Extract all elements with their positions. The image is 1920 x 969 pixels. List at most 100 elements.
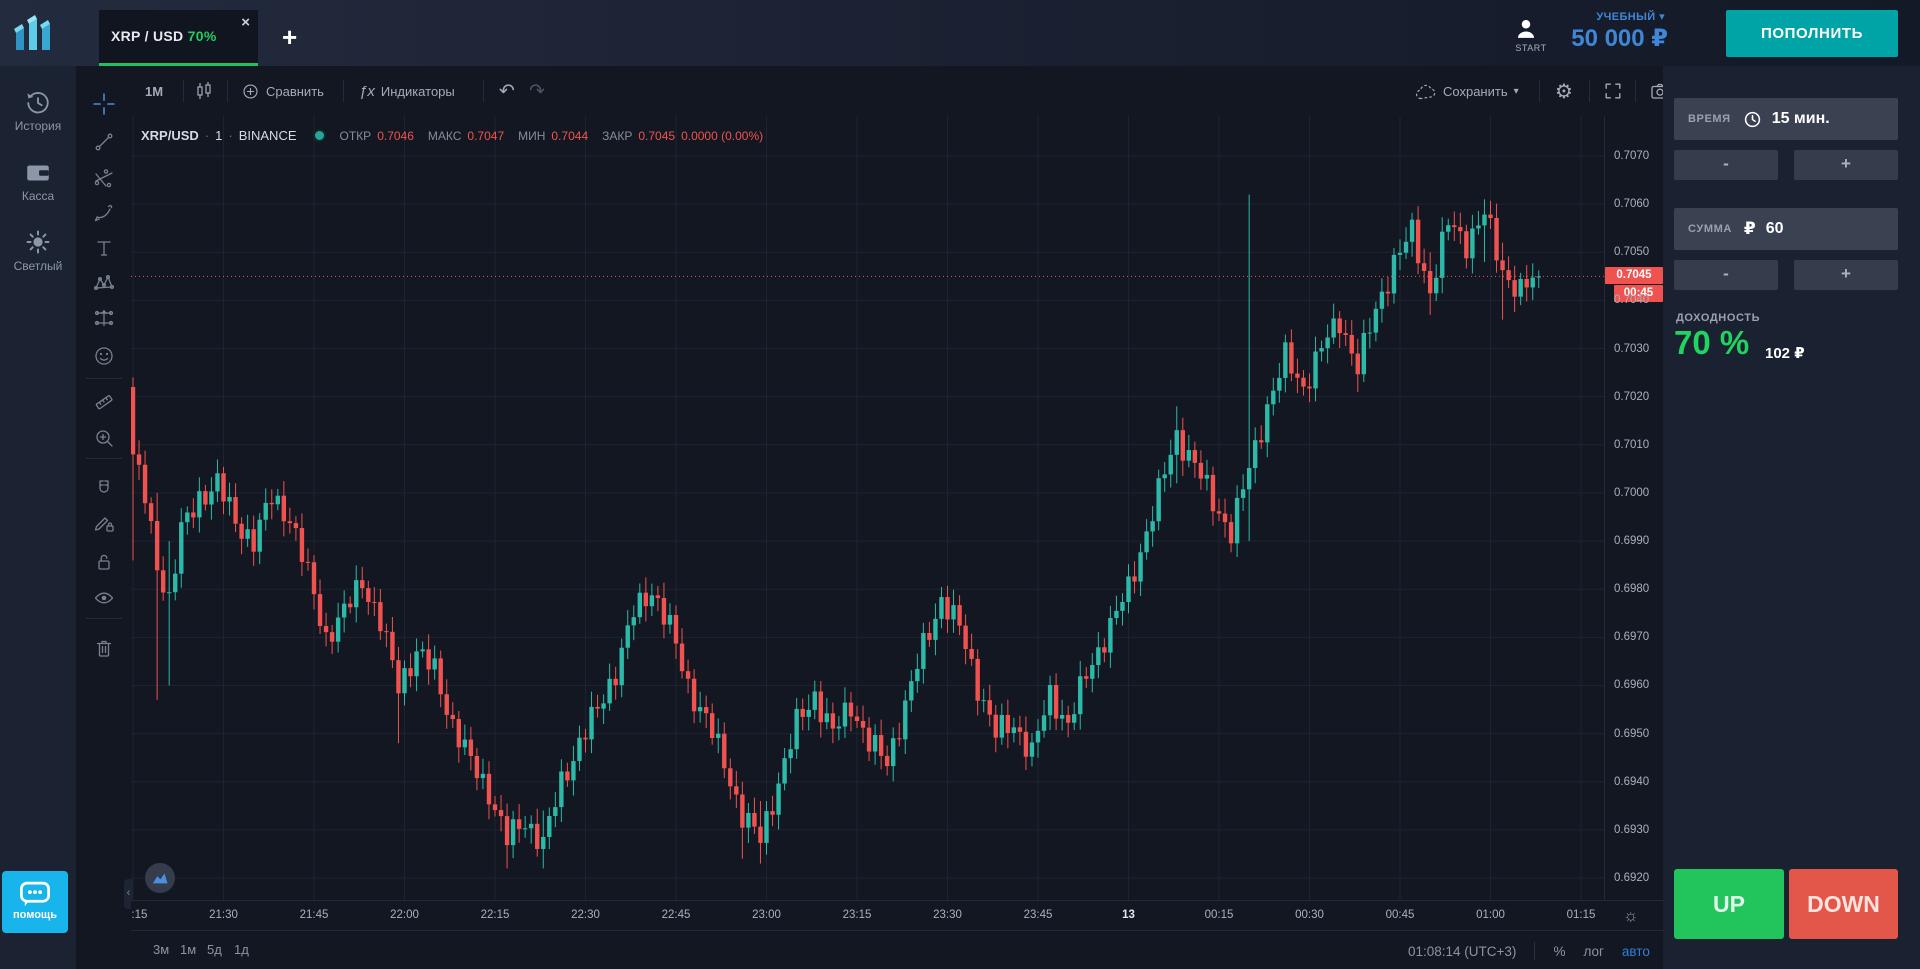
amount-minus-button[interactable]: - (1674, 260, 1778, 290)
app-logo-icon[interactable] (10, 10, 58, 56)
chart-area[interactable]: XRP/USD · 1 · BINANCE ОТКР 0.7046 МАКС 0.7… (131, 116, 1604, 900)
asset-tab[interactable]: XRP / USD 70% × (99, 10, 258, 66)
candle (203, 491, 208, 505)
zoom-in-icon[interactable] (90, 424, 118, 452)
candle (529, 823, 534, 829)
candle (462, 739, 468, 748)
candle (1059, 715, 1065, 719)
candle (426, 649, 431, 670)
add-tab-button[interactable]: + (282, 22, 298, 52)
candle (1355, 353, 1360, 375)
candle (269, 502, 274, 505)
candle (504, 816, 510, 846)
range-button-3м[interactable]: 3м (153, 942, 170, 957)
candle (1415, 219, 1421, 264)
candle (673, 614, 679, 644)
deposit-button[interactable]: ПОПОЛНИТЬ (1726, 10, 1898, 57)
time-axis-settings-icon[interactable]: ☼ (1623, 906, 1639, 925)
time-axis[interactable]: ☼ 21:15 21:30 21:45 22:00 22:15 22:30 22:45 23:… (131, 900, 1663, 931)
lock-drawings-icon[interactable] (90, 548, 118, 576)
chart-settings-gear-icon[interactable]: ⚙ (1555, 80, 1573, 103)
chart-style-toggle-button[interactable] (145, 863, 175, 893)
candle (1192, 450, 1198, 463)
candlestick-plot[interactable] (131, 116, 1604, 900)
hide-drawings-icon[interactable] (90, 584, 118, 612)
amount-plus-button[interactable]: + (1794, 260, 1898, 290)
top-bar: XRP / USD 70% × + START УЧЕБНЫЙ ▾ 50 000… (0, 0, 1920, 67)
auto-scale-button[interactable]: авто (1621, 943, 1650, 959)
candle (1041, 715, 1047, 731)
up-button[interactable]: UP (1674, 869, 1784, 939)
price-axis-label: 0.6930 (1614, 823, 1650, 836)
candle (1500, 260, 1505, 271)
candle (655, 595, 661, 599)
candle (1132, 576, 1137, 582)
account-type-dropdown[interactable]: УЧЕБНЫЙ ▾ (1596, 11, 1665, 23)
time-plus-button[interactable]: + (1794, 150, 1898, 180)
candle (565, 771, 570, 781)
fullscreen-icon[interactable] (1603, 66, 1623, 116)
time-axis-label: 00:15 (1204, 909, 1234, 921)
text-tool-icon[interactable] (90, 234, 118, 262)
candle (830, 713, 836, 729)
range-button-1д[interactable]: 1д (234, 942, 249, 957)
emoji-icon[interactable] (90, 342, 118, 370)
range-button-5д[interactable]: 5д (207, 942, 222, 957)
undo-button[interactable]: ↶ (499, 80, 515, 102)
candle (360, 580, 365, 589)
candle (794, 708, 799, 750)
down-button[interactable]: DOWN (1789, 869, 1898, 939)
candle (1186, 450, 1192, 461)
candle (341, 603, 347, 618)
candle (522, 828, 528, 830)
candle (1440, 231, 1445, 278)
candle (812, 691, 817, 710)
candle (444, 694, 449, 715)
candle (142, 464, 148, 504)
drawing-mode-lock-icon[interactable] (90, 509, 118, 537)
price-axis-label: 0.7050 (1614, 246, 1650, 259)
indicators-button[interactable]: ƒx Индикаторы (359, 82, 455, 100)
open-label: ОТКР (339, 128, 372, 143)
magnet-icon[interactable] (90, 474, 118, 502)
start-account-button[interactable]: START (1513, 16, 1549, 53)
time-field[interactable]: ВРЕМЯ 15 мин. (1674, 98, 1898, 140)
xabcd-pattern-icon[interactable] (90, 269, 118, 297)
legend-exchange: BINANCE (238, 128, 297, 143)
help-button[interactable]: помощь (2, 871, 68, 933)
remove-drawings-icon[interactable] (90, 634, 118, 662)
candle (1337, 318, 1342, 334)
range-button-1м[interactable]: 1м (180, 942, 197, 957)
sidebar-item-theme[interactable]: Светлый (0, 228, 76, 273)
log-scale-button[interactable]: лог (1583, 943, 1604, 959)
candle (1180, 430, 1185, 461)
candle (384, 631, 389, 633)
candle (1530, 277, 1535, 288)
compare-button[interactable]: Сравнить (241, 66, 324, 116)
save-layout-button[interactable]: Сохранить ▾ (1415, 66, 1519, 116)
sidebar-item-cashier[interactable]: Касса (0, 160, 76, 203)
legend-symbol[interactable]: XRP/USD (141, 128, 199, 143)
candle (1222, 513, 1228, 523)
candle (667, 614, 673, 625)
trend-line-icon[interactable] (90, 128, 118, 156)
candle (221, 473, 226, 502)
candle (631, 617, 636, 626)
gann-fibonacci-icon[interactable] (90, 164, 118, 192)
price-axis[interactable]: 0.7045 00:45 0.7070 0.7060 0.7050 0.7040 0.7… (1604, 116, 1664, 900)
close-tab-icon[interactable]: × (241, 14, 250, 31)
percent-scale-button[interactable]: % (1553, 943, 1566, 959)
clock-label[interactable]: 01:08:14 (UTC+3) (1408, 943, 1517, 959)
ruler-icon[interactable] (90, 388, 118, 416)
interval-button[interactable]: 1М (145, 83, 164, 99)
time-minus-button[interactable]: - (1674, 150, 1778, 180)
candle (722, 733, 727, 769)
sidebar-item-history[interactable]: История (0, 90, 76, 133)
redo-button[interactable]: ↷ (529, 80, 545, 102)
prediction-tool-icon[interactable] (90, 304, 118, 332)
candles-style-button[interactable] (195, 66, 213, 116)
amount-field[interactable]: СУММА ₽ 60 (1674, 208, 1898, 250)
brush-icon[interactable] (90, 199, 118, 227)
crosshair-icon[interactable] (90, 90, 118, 118)
collapse-toolbar-handle[interactable]: ‹ (124, 879, 133, 909)
